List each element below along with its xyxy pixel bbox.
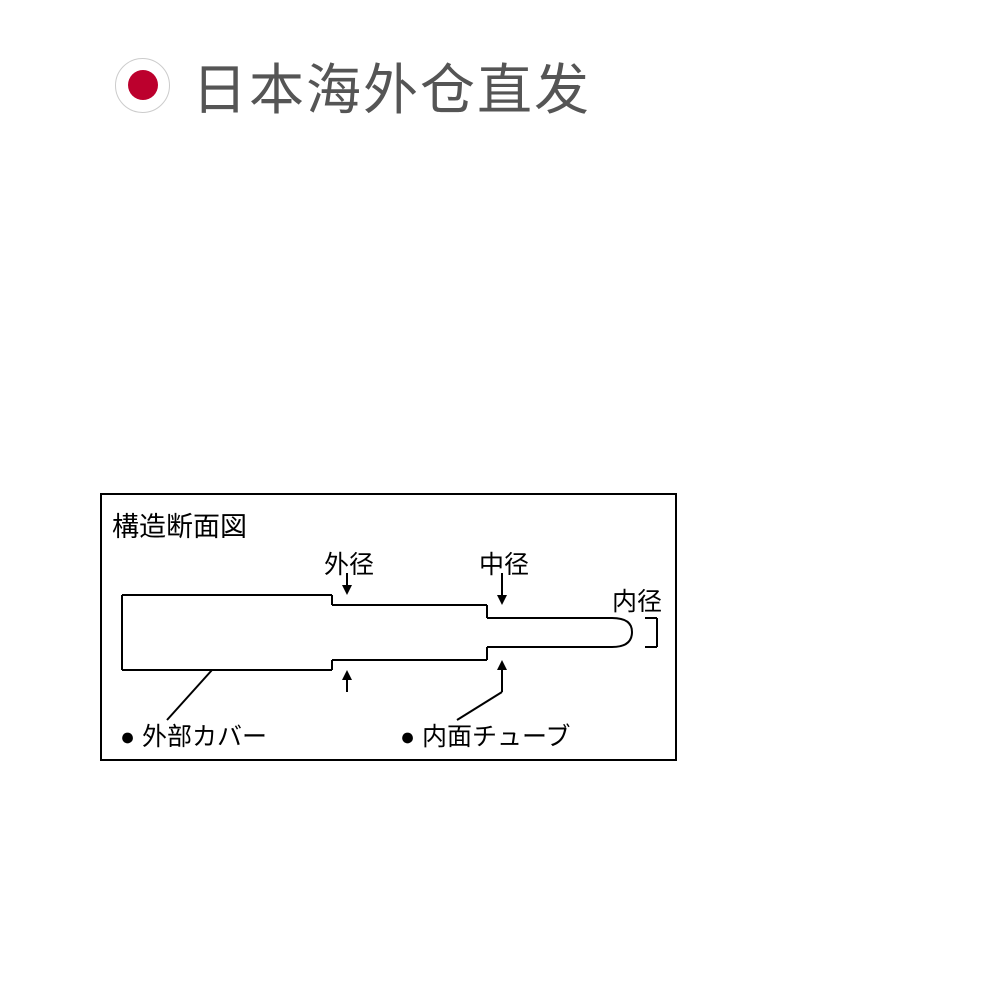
header-text: 日本海外仓直发 — [192, 45, 591, 125]
outer-cover-label: ● 外部カバー — [120, 717, 267, 753]
inner-diameter-label: 内径 — [612, 582, 662, 618]
middle-diameter-label: 中径 — [479, 545, 529, 581]
flag-center-dot — [128, 70, 158, 100]
header-banner: 日本海外仓直发 — [115, 45, 591, 125]
outer-diameter-label: 外径 — [324, 545, 374, 581]
inner-tube-label: ● 内面チューブ — [400, 717, 571, 753]
cross-section-diagram: 構造断面図 — [100, 493, 677, 761]
japan-flag-icon — [115, 58, 170, 113]
